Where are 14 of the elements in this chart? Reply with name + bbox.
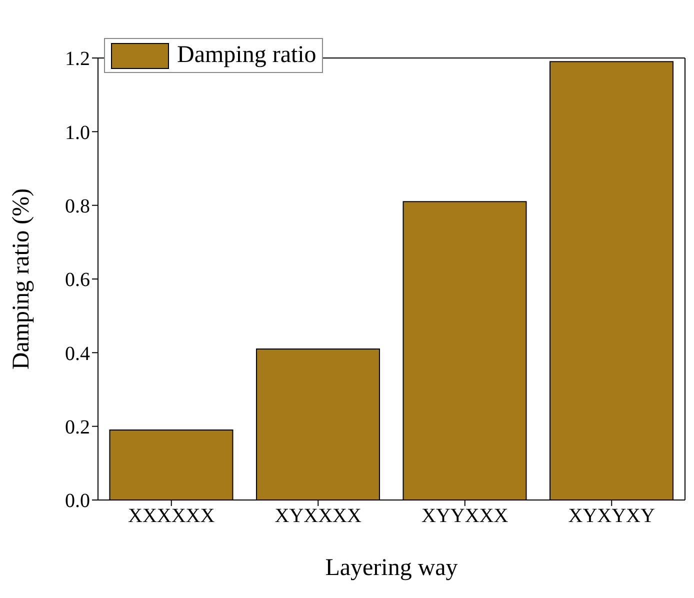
- y-tick-label: 0.8: [65, 195, 90, 218]
- x-tick-label: XXXXXX: [128, 505, 216, 528]
- y-tick-label: 0.6: [65, 269, 90, 292]
- x-axis-title: Layering way: [325, 555, 458, 581]
- legend-label: Damping ratio: [176, 42, 316, 69]
- y-tick-label: 0.4: [65, 342, 90, 365]
- x-tick-label: XYXXXX: [274, 505, 362, 528]
- y-tick-label: 1.2: [65, 48, 90, 70]
- y-axis-title: Damping ratio (%): [8, 188, 35, 370]
- x-tick-label: XYXYXY: [568, 505, 655, 528]
- y-tick-label: 0.2: [65, 416, 90, 438]
- y-tick-label: 0.0: [65, 490, 90, 512]
- y-tick-label: 1.0: [65, 122, 90, 144]
- x-tick-label: XYYXXX: [422, 505, 509, 528]
